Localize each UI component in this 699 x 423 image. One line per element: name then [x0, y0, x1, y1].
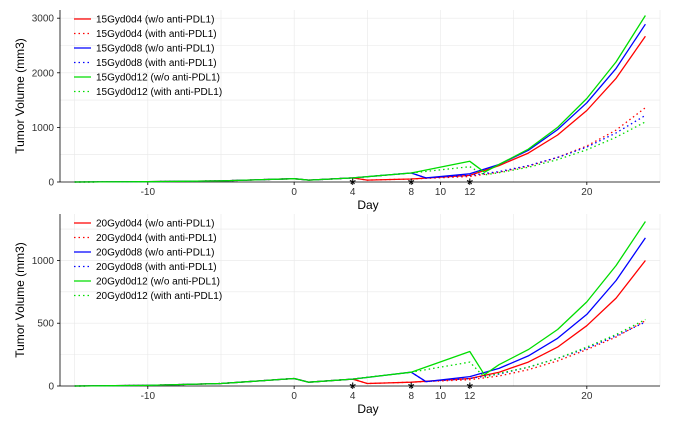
x-axis-title: Day — [357, 198, 378, 212]
x-tick-label: 8 — [408, 187, 414, 198]
legend-label-2: 15Gyd0d4 (with anti-PDL1) — [96, 29, 217, 40]
legend-label-2: 20Gyd0d4 (with anti-PDL1) — [96, 233, 217, 244]
series-line-6 — [74, 318, 646, 387]
chart-panel-1: -10 0 4 8 10 12 20 0 1000 2000 3000 Day Tumor Volume… — [13, 10, 661, 212]
y-tick-label: 0 — [48, 382, 54, 393]
x-tick-label: 10 — [435, 187, 447, 198]
legend-label-6: 15Gyd0d12 (with anti-PDL1) — [96, 87, 222, 98]
legend-label-6: 20Gyd0d12 (with anti-PDL1) — [96, 291, 222, 302]
y-tick-label: 2000 — [32, 68, 55, 79]
treatment-marker: * — [408, 175, 415, 194]
series-line-4 — [74, 114, 646, 183]
x-tick-label: 20 — [581, 187, 593, 198]
treatment-marker: * — [349, 379, 356, 398]
series-line-5 — [74, 15, 646, 183]
x-tick-label: 4 — [350, 187, 356, 198]
legend-label-5: 20Gyd0d12 (w/o anti-PDL1) — [96, 277, 220, 288]
x-tick-label: 0 — [291, 187, 297, 198]
x-tick-label: 10 — [435, 391, 447, 402]
series-line-2 — [74, 107, 646, 183]
y-axis-title: Tumor Volume (mm3) — [13, 38, 27, 154]
x-tick-label: 20 — [581, 391, 593, 402]
y-tick-label: 0 — [48, 178, 54, 189]
y-tick-label: 1000 — [32, 123, 55, 134]
treatment-marker: * — [466, 175, 473, 194]
legend: 20Gyd0d4 (w/o anti-PDL1) 20Gyd0d4 (with a… — [74, 219, 222, 302]
legend-label-5: 15Gyd0d12 (w/o anti-PDL1) — [96, 73, 220, 84]
y-tick-label: 3000 — [32, 14, 55, 25]
x-tick-label: 8 — [408, 391, 414, 402]
y-tick-label: 500 — [37, 319, 54, 330]
legend-label-4: 20Gyd0d8 (with anti-PDL1) — [96, 262, 217, 273]
x-tick-label: 0 — [291, 391, 297, 402]
series-line-4 — [74, 321, 646, 387]
series-line-2 — [74, 320, 646, 387]
x-tick-label: 4 — [350, 391, 356, 402]
legend-label-1: 20Gyd0d4 (w/o anti-PDL1) — [96, 219, 214, 230]
legend: 15Gyd0d4 (w/o anti-PDL1) 15Gyd0d4 (with a… — [74, 15, 222, 98]
legend-label-3: 15Gyd0d8 (w/o anti-PDL1) — [96, 44, 214, 55]
legend-label-4: 15Gyd0d8 (with anti-PDL1) — [96, 58, 217, 69]
legend-label-3: 20Gyd0d8 (w/o anti-PDL1) — [96, 248, 214, 259]
legend-label-1: 15Gyd0d4 (w/o anti-PDL1) — [96, 15, 214, 26]
x-tick-label: 12 — [464, 391, 476, 402]
y-axis-title: Tumor Volume (mm3) — [13, 242, 27, 358]
x-tick-label: -10 — [141, 187, 156, 198]
series-line-3 — [74, 237, 646, 387]
series-line-6 — [74, 121, 646, 183]
y-tick-label: 1000 — [32, 256, 55, 267]
treatment-marker: * — [408, 379, 415, 398]
x-tick-label: 12 — [464, 187, 476, 198]
treatment-marker: * — [349, 175, 356, 194]
chart-panel-2: -10 0 4 8 10 12 20 0 500 1000 Day Tumor Volume (mm3… — [13, 214, 661, 416]
x-axis-title: Day — [357, 402, 378, 416]
treatment-marker: * — [466, 379, 473, 398]
x-tick-label: -10 — [141, 391, 156, 402]
series-line-5 — [74, 221, 646, 387]
